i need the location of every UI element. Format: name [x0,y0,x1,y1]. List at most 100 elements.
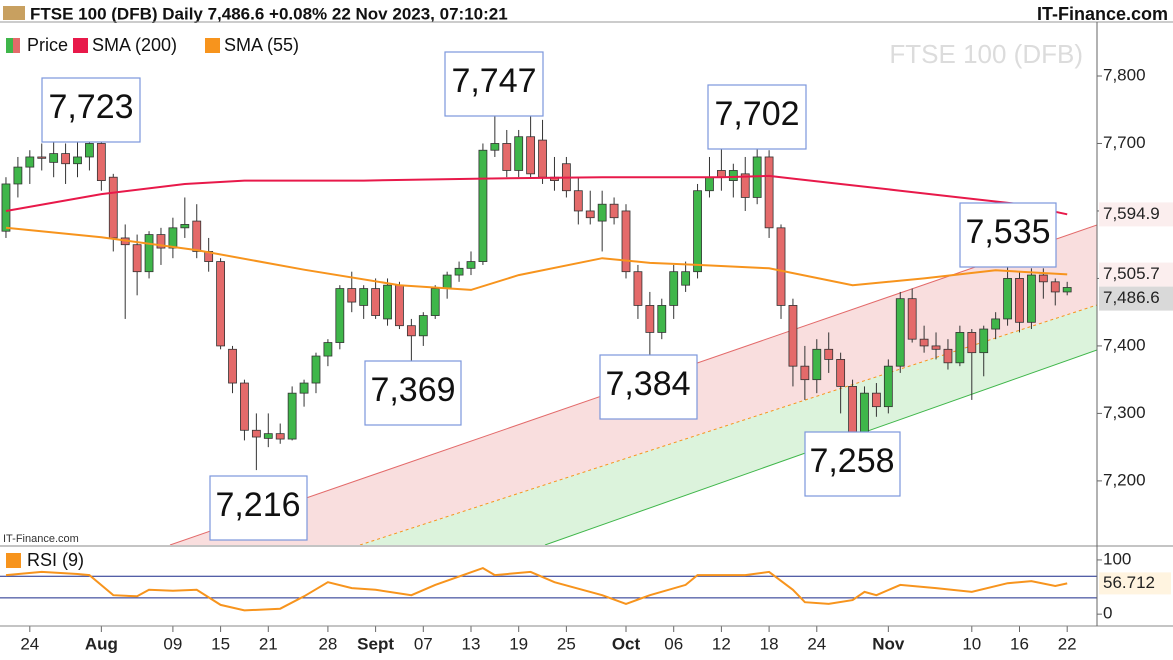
candle-body [156,234,166,249]
legend: Price SMA (200) SMA (55) [6,35,299,55]
candle-body [347,288,357,303]
candle-body [728,170,738,181]
annotation: 7,702 [714,95,799,133]
candle-body [430,288,440,316]
candle-body [299,382,309,394]
candle-body [466,261,476,269]
y-tick-label: 7,200 [1103,470,1146,489]
x-tick-label: 25 [557,634,576,653]
candle-body [740,173,750,198]
candle-body [192,220,202,252]
candle-body [812,348,822,381]
candle-body [693,190,702,273]
candle-body [383,284,392,320]
value-tag-bg [1099,572,1171,595]
candle-body [478,149,488,262]
candle-body [311,355,321,384]
annotation-box [209,475,308,541]
candle-body [1038,274,1048,283]
candle-body [788,305,798,367]
price-tag: 7,505.7 [1103,264,1160,283]
candle-body [263,433,273,439]
candle-body [502,143,512,171]
candle-body [860,392,869,435]
x-tick-label: 22 [1058,634,1077,653]
candle-body [955,332,965,364]
demo-icon [3,6,25,20]
candle-body [395,284,404,327]
candle-body [836,359,846,387]
candle-body [335,288,345,343]
candle-body [800,365,810,381]
x-tick-label: 07 [414,634,433,653]
candle-body [37,156,47,159]
candle-body [895,298,905,367]
annotation-box [41,77,141,143]
candle-body [776,227,786,306]
candle-body [585,210,595,219]
annotation-box [959,202,1057,268]
candle-body [538,139,547,178]
annotation: 7,535 [965,213,1050,251]
candle-body [991,318,1001,330]
candle-body [931,345,941,350]
annotation-box [804,431,901,497]
x-tick-label: 18 [760,634,779,653]
candle-body [85,143,94,158]
annotation-box [599,354,698,420]
candle-body [406,325,416,337]
candle-body [1,183,11,232]
legend-swatch [205,38,220,53]
candle-body [705,176,714,192]
axes: 7,2007,3007,4007,5007,6007,7007,80001005… [20,65,1173,653]
candle-body [240,382,249,431]
x-tick-label: 06 [664,634,683,653]
y-tick-label: 7,400 [1103,335,1146,354]
candle-body [454,267,464,276]
annotation: 7,369 [370,371,455,409]
legend-swatch [73,38,88,53]
legend-label: Price [27,35,68,55]
price-tag-bg [1099,286,1173,311]
candle-body [490,143,500,151]
candle-body [657,305,667,333]
price-tag-bg [1099,262,1173,287]
x-tick-label: 24 [20,634,39,653]
candle-body [681,271,691,286]
candle-body [442,274,452,289]
legend-label: SMA (200) [92,35,177,55]
candle-body [144,234,154,273]
x-tick-label: 12 [712,634,731,653]
main-plot [1,111,1072,471]
annotation-box [364,360,462,426]
x-tick-label: Sept [357,634,394,653]
price-tag: 7,594.9 [1103,204,1160,223]
watermark: FTSE 100 (DFB) [889,39,1083,69]
candle-body [919,338,929,347]
candle-body [967,332,977,354]
y-tick-label: 7,700 [1103,133,1146,152]
annotation: 7,723 [48,88,133,126]
x-tick-label: Oct [612,634,641,653]
legend-label: SMA (55) [224,35,299,55]
price-tag: 7,486.6 [1103,288,1160,307]
candle-body [907,298,917,340]
x-tick-label: Nov [872,634,905,653]
y-tick-label: 7,800 [1103,65,1146,84]
legend-label: RSI (9) [27,550,84,570]
candle-body [621,210,631,273]
x-tick-label: 21 [259,634,278,653]
annotation: 7,747 [451,62,536,100]
x-tick-label: 13 [462,634,481,653]
rsi-line [5,567,1068,612]
candle-body [633,271,643,306]
x-tick-label: 19 [509,634,528,653]
annotation: 7,258 [809,442,894,480]
candle-body [514,136,524,171]
candle-body [824,348,834,360]
x-tick-label: 09 [163,634,182,653]
candle-body [323,342,333,357]
chart-title: FTSE 100 (DFB) Daily 7,486.6 +0.08% 22 N… [30,4,508,23]
x-tick-label: Aug [85,634,118,653]
x-tick-label: 28 [318,634,337,653]
